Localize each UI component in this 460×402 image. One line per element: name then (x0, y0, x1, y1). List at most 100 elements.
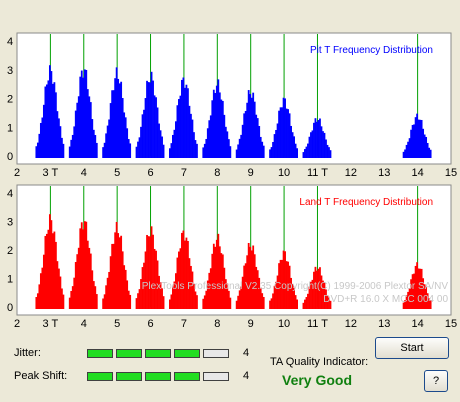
distribution-bar (39, 273, 42, 309)
distribution-bar (217, 233, 220, 309)
distribution-bar (323, 132, 326, 158)
distribution-bar (316, 121, 318, 158)
distribution-bar (129, 143, 132, 158)
watermark-copyright: PlexTools Professional V2.35 Copyright(C… (142, 281, 449, 292)
distribution-bar (209, 115, 212, 158)
distribution-bar (279, 107, 282, 158)
distribution-bar (237, 295, 240, 309)
help-button[interactable]: ? (424, 370, 448, 392)
ta-quality-label: TA Quality Indicator: (270, 356, 369, 368)
distribution-bar (273, 134, 276, 158)
distribution-bar (39, 122, 42, 158)
distribution-bar (320, 126, 323, 158)
distribution-bar (41, 117, 44, 158)
distribution-bar (281, 259, 283, 309)
distribution-bar (317, 268, 320, 309)
distribution-bar (156, 107, 159, 158)
distribution-bar (287, 261, 289, 309)
distribution-bar (156, 260, 159, 309)
distribution-bar (302, 302, 305, 309)
distribution-bar (259, 288, 262, 309)
distribution-bar (42, 254, 45, 309)
distribution-bar (262, 145, 265, 158)
distribution-bar (162, 296, 165, 309)
distribution-bar (278, 110, 280, 158)
distribution-bar (108, 119, 111, 158)
distribution-bar (291, 283, 294, 309)
distribution-bar (144, 98, 147, 158)
distribution-bar (51, 83, 54, 158)
distribution-bar (243, 265, 246, 309)
distribution-bar (135, 298, 138, 309)
distribution-bar (193, 283, 195, 309)
distribution-bar (294, 295, 297, 309)
distribution-bar (61, 288, 63, 309)
distribution-bar (408, 138, 411, 158)
distribution-bar (226, 131, 229, 158)
distribution-bar (250, 250, 253, 309)
distribution-bar (281, 107, 283, 158)
distribution-bar (92, 281, 95, 309)
distribution-bar (296, 148, 298, 158)
distribution-bar (92, 129, 95, 158)
distribution-bar (185, 84, 188, 158)
distribution-bar (141, 114, 144, 158)
distribution-bar (62, 143, 65, 158)
distribution-bar (77, 96, 80, 158)
distribution-bar (91, 270, 94, 309)
jitter-value: 4 (243, 347, 250, 359)
distribution-bar (190, 265, 192, 309)
meter-segment (203, 349, 229, 358)
distribution-bar (74, 261, 77, 309)
x-tick-label: 3 T (43, 318, 59, 330)
ta-quality-value: Very Good (282, 372, 353, 388)
distribution-bar (407, 141, 410, 158)
distribution-bar (314, 266, 317, 309)
distribution-bar (68, 297, 71, 309)
distribution-bar (121, 251, 124, 309)
x-tick-label: 4 (81, 167, 87, 179)
distribution-bar (429, 300, 432, 309)
distribution-bar (329, 300, 332, 309)
distribution-bar (71, 134, 74, 158)
distribution-bar (258, 126, 261, 158)
distribution-bar (179, 95, 182, 158)
distribution-bar (256, 270, 259, 309)
distribution-bar (143, 109, 145, 158)
distribution-bar (275, 281, 277, 309)
distribution-bar (411, 124, 414, 158)
distribution-bar (61, 137, 63, 158)
x-tick-label: 11 T (307, 318, 328, 330)
distribution-bar (138, 137, 141, 158)
distribution-bar (413, 124, 416, 158)
distribution-bar (322, 131, 324, 158)
distribution-bar (103, 294, 106, 309)
distribution-bar (311, 130, 314, 158)
distribution-bar (120, 81, 123, 158)
distribution-bar (175, 273, 177, 309)
distribution-bar (138, 289, 141, 309)
x-tick-label: 15 (445, 318, 457, 330)
y-tick-label: 2 (7, 94, 13, 106)
distribution-bar (126, 280, 129, 309)
distribution-bar (54, 241, 57, 309)
distribution-bar (47, 229, 50, 309)
distribution-bar (328, 147, 330, 158)
distribution-bar (36, 293, 39, 309)
y-tick-label: 3 (7, 217, 13, 229)
distribution-bar (261, 141, 264, 158)
start-button[interactable]: Start (375, 337, 449, 359)
distribution-bar (223, 114, 226, 158)
x-tick-label: 8 (214, 167, 220, 179)
distribution-bar (175, 121, 177, 158)
distribution-bar (191, 271, 194, 309)
y-tick-label: 2 (7, 245, 13, 257)
distribution-bar (82, 77, 85, 158)
distribution-bar (44, 235, 47, 309)
peak-shift-meter (87, 372, 232, 381)
distribution-bar (205, 290, 208, 309)
peak-shift-label: Peak Shift: (14, 370, 68, 382)
distribution-bar (105, 285, 108, 309)
x-tick-label: 2 (14, 167, 20, 179)
